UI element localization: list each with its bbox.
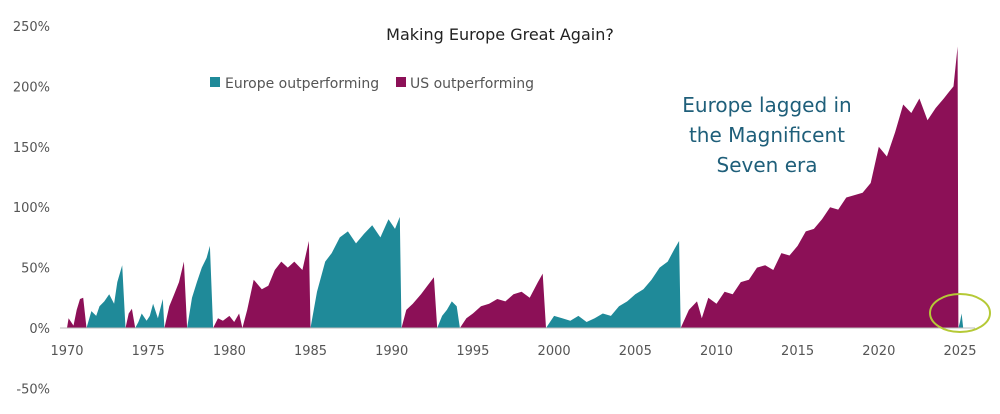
europe-area-1 (86, 265, 126, 328)
us-area-2 (125, 308, 136, 328)
x-tick-label: 2025 (943, 344, 976, 359)
europe-area-10 (437, 301, 460, 328)
us-area-13 (680, 46, 959, 328)
y-tick-label: 250% (13, 20, 50, 35)
x-tick-label: 1990 (375, 344, 408, 359)
us-area-6 (213, 313, 243, 328)
legend-label-us: US outperforming (410, 76, 534, 92)
x-tick-label: 2000 (538, 344, 571, 359)
europe-area-14 (958, 313, 964, 328)
annotation-line-1: Europe lagged in (682, 93, 851, 117)
annotation-line-2: the Magnificent (689, 123, 845, 147)
legend-swatch-europe (210, 77, 220, 87)
x-tick-label: 2010 (700, 344, 733, 359)
us-area-11 (459, 273, 546, 328)
europe-area-5 (187, 245, 214, 328)
legend-swatch-us (396, 77, 406, 87)
legend-label-europe: Europe outperforming (225, 76, 379, 92)
us-area-7 (242, 241, 311, 328)
x-tick-label: 1995 (456, 344, 489, 359)
us-area-4 (164, 261, 188, 328)
x-tick-label: 1970 (50, 344, 83, 359)
y-tick-label: -50% (16, 382, 50, 397)
us-area-0 (67, 297, 87, 328)
plot-areas (67, 46, 964, 328)
x-tick-label: 1980 (213, 344, 246, 359)
y-tick-label: 150% (13, 141, 50, 156)
x-tick-label: 2020 (862, 344, 895, 359)
annotation-line-3: Seven era (717, 153, 818, 177)
legend: Europe outperforming US outperforming (210, 76, 534, 92)
y-tick-label: 100% (13, 201, 50, 216)
y-tick-label: 50% (21, 262, 50, 277)
europe-area-8 (310, 216, 402, 328)
highlight-ellipse (929, 293, 991, 333)
x-axis: 1970 1975 1980 1985 1990 1995 2000 2005 2010 2015… (50, 344, 976, 359)
x-tick-label: 2005 (619, 344, 652, 359)
europe-area-3 (135, 299, 165, 328)
chart-title: Making Europe Great Again? (386, 25, 614, 44)
y-tick-label: 0% (29, 322, 50, 337)
annotation: Europe lagged in the Magnificent Seven e… (682, 93, 851, 177)
x-tick-label: 1975 (132, 344, 165, 359)
x-tick-label: 2015 (781, 344, 814, 359)
us-area-9 (401, 277, 438, 328)
europe-area-12 (546, 241, 681, 328)
x-tick-label: 1985 (294, 344, 327, 359)
y-axis: -50% 0% 50% 100% 150% 200% 250% (13, 20, 50, 397)
y-tick-label: 200% (13, 80, 50, 95)
